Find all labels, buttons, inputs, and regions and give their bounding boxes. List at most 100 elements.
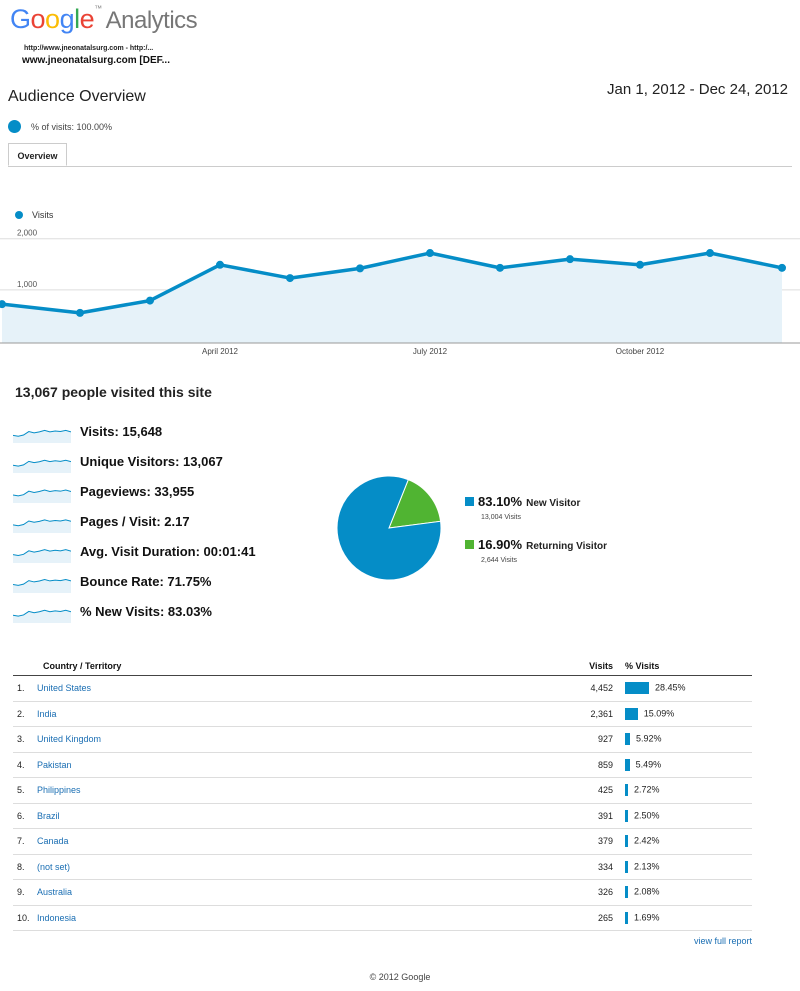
logo-product: Analytics bbox=[105, 7, 198, 34]
legend-marker-icon bbox=[15, 211, 23, 219]
row-country-cell: Indonesia bbox=[37, 905, 450, 931]
sparkline-line bbox=[13, 459, 71, 467]
visits-data-point[interactable] bbox=[356, 264, 364, 273]
pie-legend-item: 16.90% Returning Visitor bbox=[478, 536, 607, 554]
sparkline-line bbox=[13, 519, 71, 527]
sparkline-line bbox=[13, 429, 71, 437]
metric-label: Bounce Rate: 71.75% bbox=[80, 574, 212, 589]
row-country-cell: United States bbox=[37, 675, 450, 702]
pie-legend-visits: 2,644 Visits bbox=[481, 557, 518, 564]
row-rank: 8. bbox=[13, 854, 37, 880]
row-pct-cell: 2.72% bbox=[625, 777, 752, 804]
visits-data-point[interactable] bbox=[286, 274, 294, 283]
y-tick-label: 1,000 bbox=[17, 280, 38, 289]
tab-overview[interactable]: Overview bbox=[8, 143, 67, 166]
visits-area bbox=[2, 253, 782, 343]
account-url: http://www.jneonatalsurg.com - http:/... bbox=[24, 45, 154, 52]
country-link[interactable]: United Kingdom bbox=[37, 734, 102, 745]
country-link[interactable]: Australia bbox=[37, 887, 73, 898]
visits-data-point[interactable] bbox=[566, 255, 574, 264]
row-rank: 3. bbox=[13, 726, 37, 753]
x-tick-label: July 2012 bbox=[413, 347, 448, 356]
pie-legend-name: New Visitor bbox=[526, 498, 581, 509]
logo-letter: G bbox=[10, 4, 31, 34]
country-link[interactable]: Indonesia bbox=[37, 912, 77, 923]
y-tick-label: 2,000 bbox=[17, 229, 38, 238]
visits-data-point[interactable] bbox=[216, 260, 224, 269]
row-rank: 6. bbox=[13, 803, 37, 829]
row-pct: 5.49% bbox=[635, 759, 662, 770]
sparkline-icon bbox=[13, 549, 71, 563]
visits-data-point[interactable] bbox=[778, 263, 786, 272]
country-link[interactable]: (not set) bbox=[37, 861, 71, 872]
pie-legend-pct: 83.10% bbox=[478, 494, 523, 509]
x-tick-label: October 2012 bbox=[616, 347, 665, 356]
table-row: 6. Brazil 391 2.50% bbox=[13, 803, 752, 829]
pct-bar bbox=[625, 758, 630, 771]
table-row: 1. United States 4,452 28.45% bbox=[13, 675, 752, 702]
pct-bar bbox=[625, 682, 649, 695]
pie-slice-returning-visitor[interactable] bbox=[388, 479, 442, 529]
metric-label: Unique Visitors: 13,067 bbox=[80, 454, 223, 469]
row-rank: 2. bbox=[13, 701, 37, 727]
row-pct: 2.72% bbox=[634, 784, 660, 795]
row-pct: 2.13% bbox=[634, 861, 660, 872]
table-header-row: Country / Territory Visits % Visits bbox=[13, 657, 752, 676]
table-row: 2. India 2,361 15.09% bbox=[13, 701, 752, 727]
sparkline-line bbox=[13, 549, 71, 557]
country-link[interactable]: Brazil bbox=[37, 810, 60, 821]
row-pct: 28.45% bbox=[655, 682, 686, 693]
visits-data-point[interactable] bbox=[636, 260, 644, 269]
pct-bar bbox=[625, 784, 628, 797]
col-visits[interactable]: Visits bbox=[449, 657, 625, 676]
visits-data-point[interactable] bbox=[496, 263, 504, 272]
row-visits: 326 bbox=[449, 879, 625, 906]
country-link[interactable]: United States bbox=[37, 683, 92, 694]
logo-trademark: ™ bbox=[94, 4, 102, 13]
row-visits: 391 bbox=[449, 803, 625, 829]
visits-data-point[interactable] bbox=[146, 296, 154, 305]
row-rank: 10. bbox=[13, 905, 37, 931]
metric-label: % New Visits: 83.03% bbox=[80, 604, 212, 619]
col-pct-visits[interactable]: % Visits bbox=[625, 657, 752, 676]
row-pct-cell: 1.69% bbox=[625, 905, 752, 931]
country-link[interactable]: Canada bbox=[37, 836, 69, 847]
visits-data-point[interactable] bbox=[76, 308, 84, 317]
row-pct-cell: 2.42% bbox=[625, 828, 752, 855]
country-link[interactable]: India bbox=[37, 708, 57, 719]
footer-copyright: © 2012 Google bbox=[369, 972, 431, 982]
country-link[interactable]: Pakistan bbox=[37, 759, 72, 770]
row-pct-cell: 2.08% bbox=[625, 879, 752, 906]
table-row: 3. United Kingdom 927 5.92% bbox=[13, 726, 752, 753]
pct-bar bbox=[625, 860, 628, 873]
row-visits: 2,361 bbox=[449, 701, 625, 727]
visits-data-point[interactable] bbox=[706, 249, 714, 258]
sparkline-icon bbox=[13, 519, 71, 533]
row-country-cell: Australia bbox=[37, 879, 450, 906]
logo-letter: o bbox=[45, 4, 60, 34]
logo-letter: l bbox=[74, 4, 80, 34]
row-visits: 4,452 bbox=[449, 675, 625, 702]
row-pct-cell: 2.13% bbox=[625, 854, 752, 880]
table-row: 10. Indonesia 265 1.69% bbox=[13, 905, 752, 931]
col-country[interactable]: Country / Territory bbox=[13, 657, 450, 676]
people-visited-heading: 13,067 people visited this site bbox=[15, 384, 212, 400]
row-pct: 2.42% bbox=[634, 835, 660, 846]
country-link[interactable]: Philippines bbox=[37, 785, 81, 796]
row-visits: 927 bbox=[449, 726, 625, 753]
legend-swatch-icon bbox=[465, 497, 474, 506]
x-tick-label: April 2012 bbox=[202, 347, 239, 356]
sparkline-area bbox=[13, 549, 71, 563]
visits-data-point[interactable] bbox=[426, 249, 434, 258]
row-visits: 379 bbox=[449, 828, 625, 855]
view-full-report-link[interactable]: view full report bbox=[693, 936, 752, 946]
google-analytics-logo[interactable]: Google™ Analytics bbox=[10, 4, 198, 35]
legend-label: Visits bbox=[32, 210, 54, 220]
page-title: Audience Overview bbox=[8, 88, 146, 105]
table-row: 5. Philippines 425 2.72% bbox=[13, 777, 752, 804]
visits-data-point[interactable] bbox=[0, 300, 6, 309]
pie-slice-new-visitor[interactable] bbox=[336, 475, 442, 581]
row-country-cell: Canada bbox=[37, 828, 450, 855]
row-pct: 1.69% bbox=[634, 912, 660, 923]
date-range[interactable]: Jan 1, 2012 - Dec 24, 2012 bbox=[607, 81, 788, 98]
